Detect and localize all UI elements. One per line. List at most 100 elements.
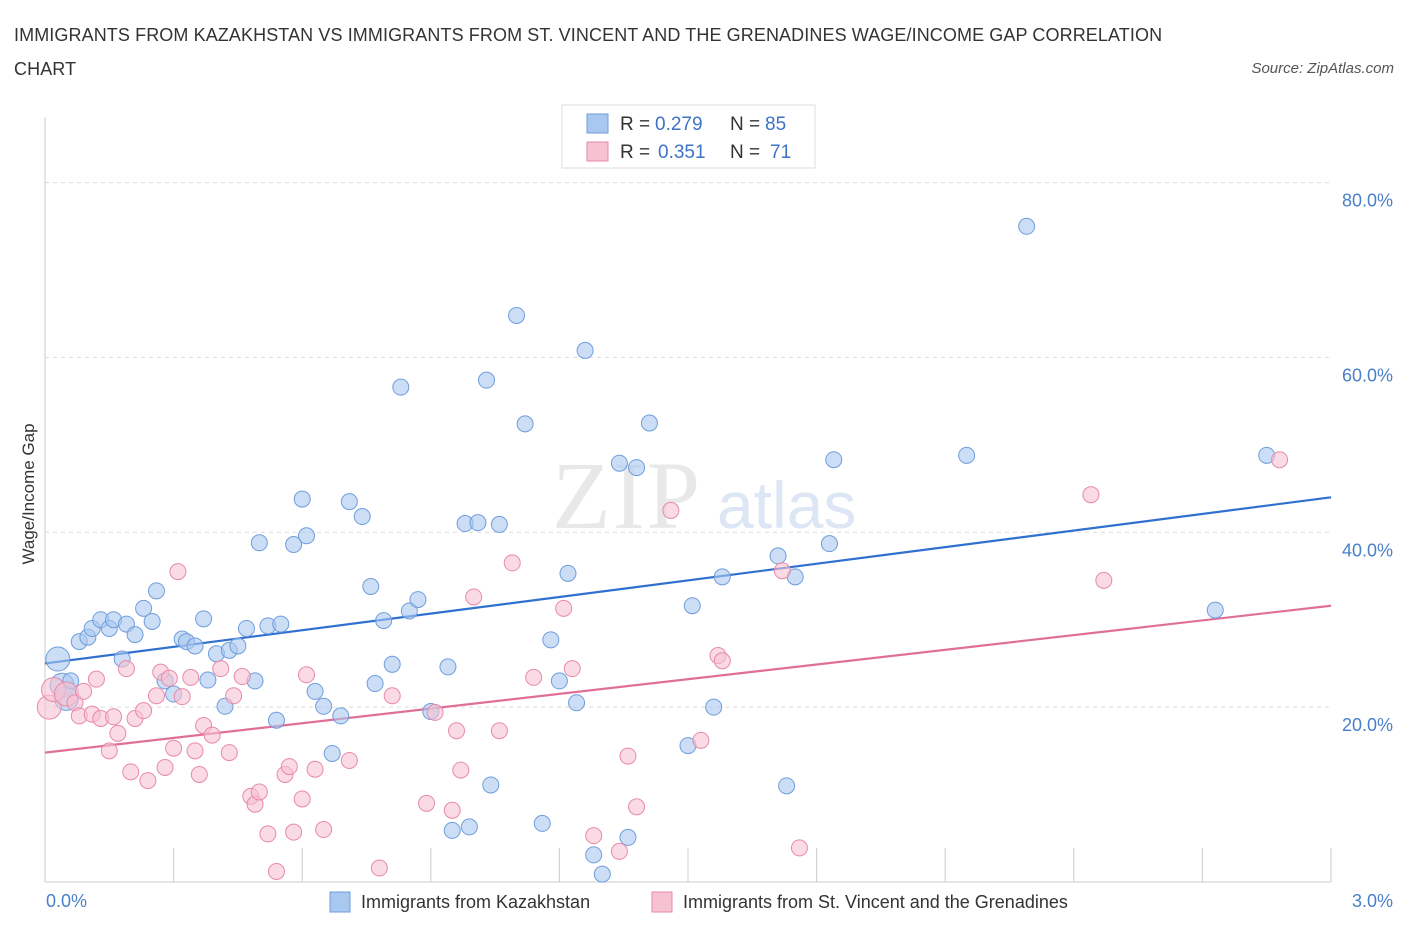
point-blue — [705, 698, 723, 716]
point-pink — [212, 660, 230, 678]
point-blue — [272, 615, 290, 633]
point-pink — [306, 760, 324, 778]
point-pink — [692, 731, 710, 749]
point-pink — [190, 765, 208, 783]
legend-n-label-pink: N = — [730, 142, 760, 163]
chart-title: IMMIGRANTS FROM KAZAKHSTAN VS IMMIGRANTS… — [14, 25, 1163, 79]
point-blue — [315, 697, 333, 715]
y-axis-label: Wage/Income Gap — [19, 423, 38, 564]
point-blue — [267, 711, 285, 729]
point-pink — [160, 669, 178, 687]
point-pink — [135, 702, 153, 720]
point-pink — [100, 742, 118, 760]
point-blue — [559, 564, 577, 582]
point-blue — [383, 655, 401, 673]
point-blue — [332, 707, 350, 725]
point-pink — [186, 742, 204, 760]
point-pink — [619, 747, 637, 765]
point-blue — [250, 534, 268, 552]
point-blue — [126, 626, 144, 644]
point-blue — [392, 378, 410, 396]
point-blue — [1018, 217, 1036, 235]
point-pink — [418, 794, 436, 812]
point-pink — [315, 821, 333, 839]
point-blue — [195, 610, 213, 628]
point-pink — [105, 708, 123, 726]
top-legend: R = 0.279 N = 85 R = 0.351 N = 71 — [561, 104, 816, 169]
point-pink — [443, 801, 461, 819]
point-blue — [713, 568, 731, 586]
point-blue — [400, 602, 418, 620]
point-pink — [790, 839, 808, 857]
point-blue — [820, 535, 838, 553]
point-blue — [186, 637, 204, 655]
point-blue — [143, 612, 161, 630]
point-pink — [1095, 571, 1113, 589]
point-pink — [1082, 486, 1100, 504]
point-blue — [323, 744, 341, 762]
point-pink — [525, 668, 543, 686]
point-blue — [469, 514, 487, 532]
point-pink — [117, 660, 135, 678]
point-blue — [508, 306, 526, 324]
legend-swatch-blue — [586, 113, 609, 134]
point-blue — [409, 591, 427, 609]
trend-line-pink — [44, 604, 1332, 754]
point-pink — [426, 703, 444, 721]
point-pink — [75, 682, 93, 700]
point-pink — [773, 562, 791, 580]
point-pink — [156, 758, 174, 776]
bottom-legend-swatch-pink — [651, 891, 673, 913]
point-blue — [769, 547, 787, 565]
point-pink — [340, 751, 358, 769]
y-tick-label: 40.0% — [1342, 540, 1393, 560]
point-blue — [199, 671, 217, 689]
point-pink — [139, 772, 157, 790]
y-tick-label: 20.0% — [1342, 715, 1393, 735]
x-tick-label-max: 3.0% — [1352, 891, 1393, 911]
point-blue — [542, 631, 560, 649]
point-pink — [233, 668, 251, 686]
point-pink — [259, 825, 277, 843]
x-ticks — [44, 848, 1332, 882]
point-blue — [285, 536, 303, 554]
y-tick-label: 80.0% — [1342, 191, 1393, 211]
point-pink — [165, 739, 183, 757]
point-blue — [482, 776, 500, 794]
watermark-zip: ZIP — [552, 442, 702, 549]
bottom-legend-label-blue: Immigrants from Kazakhstan — [361, 892, 590, 912]
point-pink — [220, 744, 238, 762]
point-blue — [362, 577, 380, 595]
legend-swatch-pink — [586, 141, 609, 162]
point-blue — [683, 597, 701, 615]
point-blue — [576, 341, 594, 359]
point-pink — [585, 827, 603, 845]
point-blue — [628, 459, 646, 477]
point-pink — [267, 863, 285, 881]
point-pink — [122, 763, 140, 781]
point-blue — [1206, 601, 1224, 619]
legend-r-label-blue: R = — [620, 114, 650, 135]
point-pink — [87, 670, 105, 688]
point-blue — [610, 454, 628, 472]
legend-n-value-blue: 85 — [765, 114, 786, 135]
point-blue — [375, 612, 393, 630]
trend-lines — [44, 496, 1332, 754]
point-blue — [585, 846, 603, 864]
point-blue — [478, 371, 496, 389]
point-blue — [135, 599, 153, 617]
point-blue — [490, 515, 508, 533]
point-pink — [628, 798, 646, 816]
point-pink — [465, 588, 483, 606]
point-pink — [173, 688, 191, 706]
point-blue — [293, 490, 311, 508]
point-pink — [448, 722, 466, 740]
point-blue — [45, 646, 71, 672]
point-pink — [169, 563, 187, 581]
point-pink — [203, 726, 221, 744]
point-pink — [713, 652, 731, 670]
point-blue — [340, 493, 358, 511]
y-tick-label: 60.0% — [1342, 365, 1393, 385]
x-tick-label-min: 0.0% — [46, 891, 87, 911]
